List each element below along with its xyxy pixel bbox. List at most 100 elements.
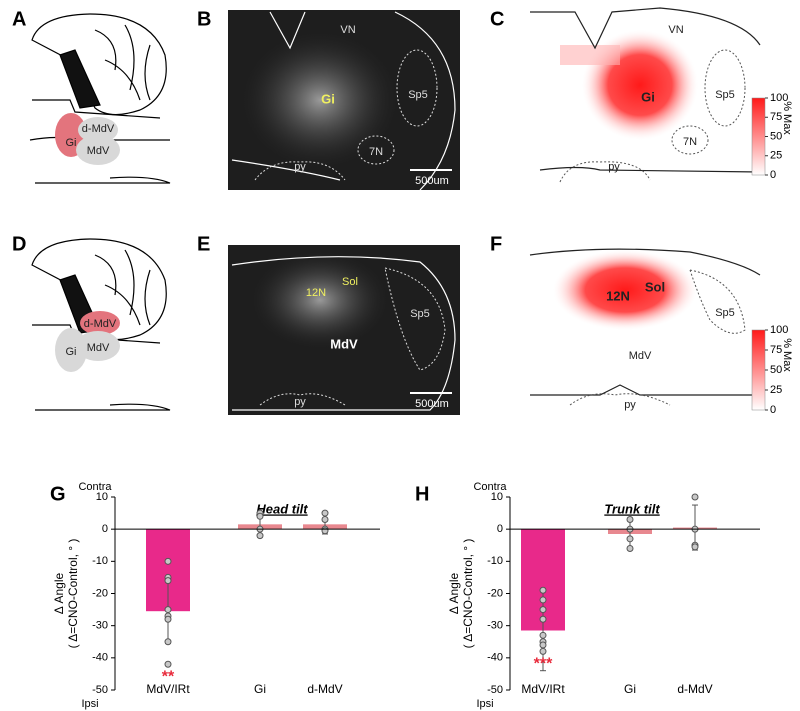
outline-e xyxy=(231,256,456,411)
data-point xyxy=(539,596,547,604)
heatmap-c-spot xyxy=(560,45,620,65)
data-point xyxy=(626,516,634,524)
region-label: Sp5 xyxy=(410,308,430,320)
outline-c xyxy=(530,7,761,173)
outline-py xyxy=(569,393,671,406)
region-label: MdV xyxy=(87,145,110,157)
region-label: Gi xyxy=(66,346,77,358)
panel-label: D xyxy=(12,233,26,255)
annotation: Contra xyxy=(78,481,112,493)
y-tick-label: -30 xyxy=(487,620,503,632)
x-tick-label: Gi xyxy=(624,682,636,696)
y-axis-label: Δ Angle xyxy=(447,572,461,614)
y-tick-label: -40 xyxy=(92,652,108,664)
region-label: py xyxy=(294,396,306,408)
region-label: py xyxy=(294,161,306,173)
panel-label: A xyxy=(12,8,26,30)
colorbar-title: % Max xyxy=(781,338,793,372)
region-label: MdV xyxy=(87,342,110,354)
y-tick-label: -20 xyxy=(487,587,503,599)
outline-b xyxy=(231,11,456,191)
region-mdv xyxy=(76,331,120,361)
region-label: 7N xyxy=(369,146,383,158)
panel-label: C xyxy=(490,8,504,30)
colorbar-tick-label: 75 xyxy=(770,344,782,356)
region-label: d-MdV xyxy=(82,123,115,135)
y-tick-label: -30 xyxy=(92,620,108,632)
outline-sp5 xyxy=(396,49,438,127)
y-axis-label: ( Δ=CNO-Control, ° ) xyxy=(66,539,80,649)
colorbar-tick-label: 50 xyxy=(770,364,782,376)
panel-label: H xyxy=(415,483,429,505)
panel-label: F xyxy=(490,233,502,255)
colorbar-title: % Max xyxy=(781,101,793,135)
data-point xyxy=(539,647,547,655)
outline-7n xyxy=(357,135,395,165)
y-tick-label: -10 xyxy=(92,555,108,567)
x-tick-label: MdV/IRt xyxy=(521,682,565,696)
significance: ** xyxy=(162,668,175,685)
y-tick-label: -40 xyxy=(487,652,503,664)
colorbar-tick-label: 100 xyxy=(770,324,788,336)
colorbar-tick-label: 0 xyxy=(770,404,776,416)
outline-sp5 xyxy=(384,267,446,371)
panel-label: B xyxy=(197,8,211,30)
region-label: 500um xyxy=(415,398,449,410)
significance: *** xyxy=(534,656,553,673)
region-label: VN xyxy=(340,24,355,36)
region-dmdv xyxy=(78,117,118,143)
heatmap-f xyxy=(553,250,697,330)
outline-py xyxy=(259,393,346,406)
region-label: VN xyxy=(668,24,683,36)
data-point xyxy=(539,641,547,649)
region-label: Sp5 xyxy=(408,89,428,101)
data-point xyxy=(626,535,634,543)
colorbar-tick-label: 50 xyxy=(770,130,782,142)
colorbar xyxy=(751,97,766,176)
y-tick-label: -50 xyxy=(487,684,503,696)
data-point xyxy=(539,631,547,639)
data-point xyxy=(164,638,172,646)
region-label: Sol xyxy=(645,279,665,294)
outline-sp5 xyxy=(689,269,746,334)
region-label: Gi xyxy=(66,137,77,149)
panel-label: G xyxy=(50,483,66,505)
x-tick-label: d-MdV xyxy=(307,682,342,696)
x-tick-label: d-MdV xyxy=(677,682,712,696)
annotation: Ipsi xyxy=(81,698,98,710)
data-point xyxy=(626,544,634,552)
y-tick-label: -20 xyxy=(92,587,108,599)
data-point xyxy=(691,493,699,501)
micrograph-b-signal xyxy=(240,30,400,170)
region-label: 500um xyxy=(415,175,449,187)
data-point xyxy=(164,606,172,614)
region-label: MdV xyxy=(330,336,358,351)
region-label: py xyxy=(608,161,620,173)
chart-title: Trunk tilt xyxy=(604,501,660,516)
colorbar-tick-label: 25 xyxy=(770,150,782,162)
data-point xyxy=(256,532,264,540)
colorbar-tick-label: 0 xyxy=(770,169,776,181)
x-tick-label: Gi xyxy=(254,682,266,696)
micrograph-e-signal xyxy=(250,250,390,350)
schematic-a xyxy=(29,13,171,184)
annotation: Ipsi xyxy=(476,698,493,710)
data-point xyxy=(691,543,699,551)
data-point xyxy=(321,509,329,517)
region-label: 7N xyxy=(683,136,697,148)
data-point xyxy=(321,516,329,524)
colorbar xyxy=(751,329,766,411)
y-tick-label: 0 xyxy=(102,523,108,535)
outline-f xyxy=(529,248,761,396)
region-label: MdV xyxy=(629,350,652,362)
data-point xyxy=(539,586,547,594)
region-label: d-MdV xyxy=(84,318,117,330)
colorbar-tick-label: 75 xyxy=(770,111,782,123)
annotation: Contra xyxy=(473,481,507,493)
y-axis-label: ( Δ=CNO-Control, ° ) xyxy=(461,539,475,649)
region-dmdv xyxy=(80,311,120,335)
data-point xyxy=(164,615,172,623)
colorbar-tick-label: 25 xyxy=(770,384,782,396)
data-point xyxy=(256,512,264,520)
